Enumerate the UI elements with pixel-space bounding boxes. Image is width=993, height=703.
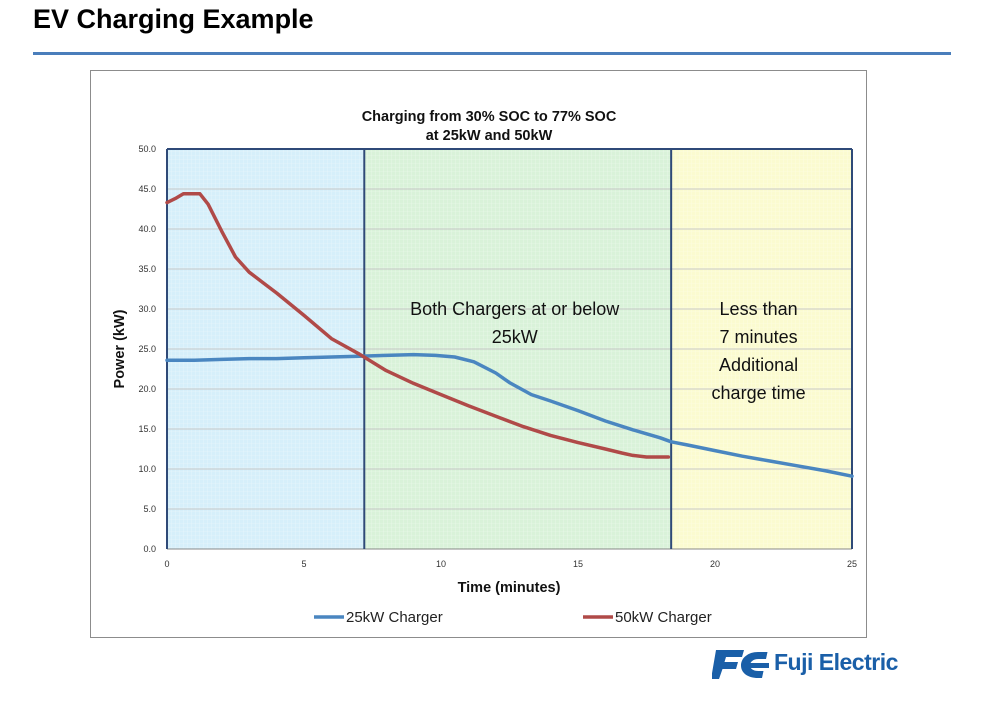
region-annotation: 25kW <box>492 327 538 347</box>
y-tick-label: 50.0 <box>138 144 156 154</box>
chart: 0.05.010.015.020.025.030.035.040.045.050… <box>112 109 857 626</box>
chart-frame: 0.0 5.0 10.0 15.0 20.0 25.0 30.0 35.0 40.0 45.0 50… <box>90 70 867 638</box>
region-annotation: Additional <box>719 355 798 375</box>
series-line-25kw <box>165 352 854 478</box>
chart-labels: 0.05.010.015.020.025.030.035.040.045.050… <box>112 109 857 596</box>
x-tick-label: 5 <box>301 559 306 569</box>
region-annotation: Less than <box>720 299 798 319</box>
x-tick-label: 20 <box>710 559 720 569</box>
y-axis-label: Power (kW) <box>112 309 128 388</box>
x-tick-label: 15 <box>573 559 583 569</box>
y-tick-label: 45.0 <box>138 184 156 194</box>
chart-title: at 25kW and 50kW <box>426 128 553 144</box>
chart-legend: 25kW Charger 50kW Charger <box>314 609 712 626</box>
legend-label: 25kW Charger <box>346 609 443 626</box>
chart-series <box>165 192 854 478</box>
legend-label: 50kW Charger <box>615 609 712 626</box>
y-tick-label: 25.0 <box>138 344 156 354</box>
y-tick-label: 35.0 <box>138 264 156 274</box>
chart-title: Charging from 30% SOC to 77% SOC <box>362 109 617 125</box>
region-annotation: 7 minutes <box>720 327 798 347</box>
x-tick-label: 0 <box>164 559 169 569</box>
x-axis-label: Time (minutes) <box>458 580 561 596</box>
y-tick-label: 10.0 <box>138 464 156 474</box>
region-annotation: charge time <box>712 383 806 403</box>
fuji-logo-icon <box>711 650 769 679</box>
x-tick-label: 10 <box>436 559 446 569</box>
fuji-electric-logo: Fuji Electric <box>711 646 912 682</box>
slide-title: EV Charging Example <box>33 4 314 34</box>
title-divider <box>33 52 951 55</box>
region-dividers <box>166 148 853 549</box>
x-tick-label: 25 <box>847 559 857 569</box>
series-line-50kw <box>165 192 671 459</box>
y-tick-label: 0.0 <box>143 544 156 554</box>
y-tick-label: 5.0 <box>143 504 156 514</box>
y-tick-label: 15.0 <box>138 424 156 434</box>
y-tick-label: 40.0 <box>138 224 156 234</box>
y-tick-label: 30.0 <box>138 304 156 314</box>
y-tick-label: 20.0 <box>138 384 156 394</box>
region-annotation: Both Chargers at or below <box>410 299 620 319</box>
logo-text: Fuji Electric <box>774 649 898 675</box>
